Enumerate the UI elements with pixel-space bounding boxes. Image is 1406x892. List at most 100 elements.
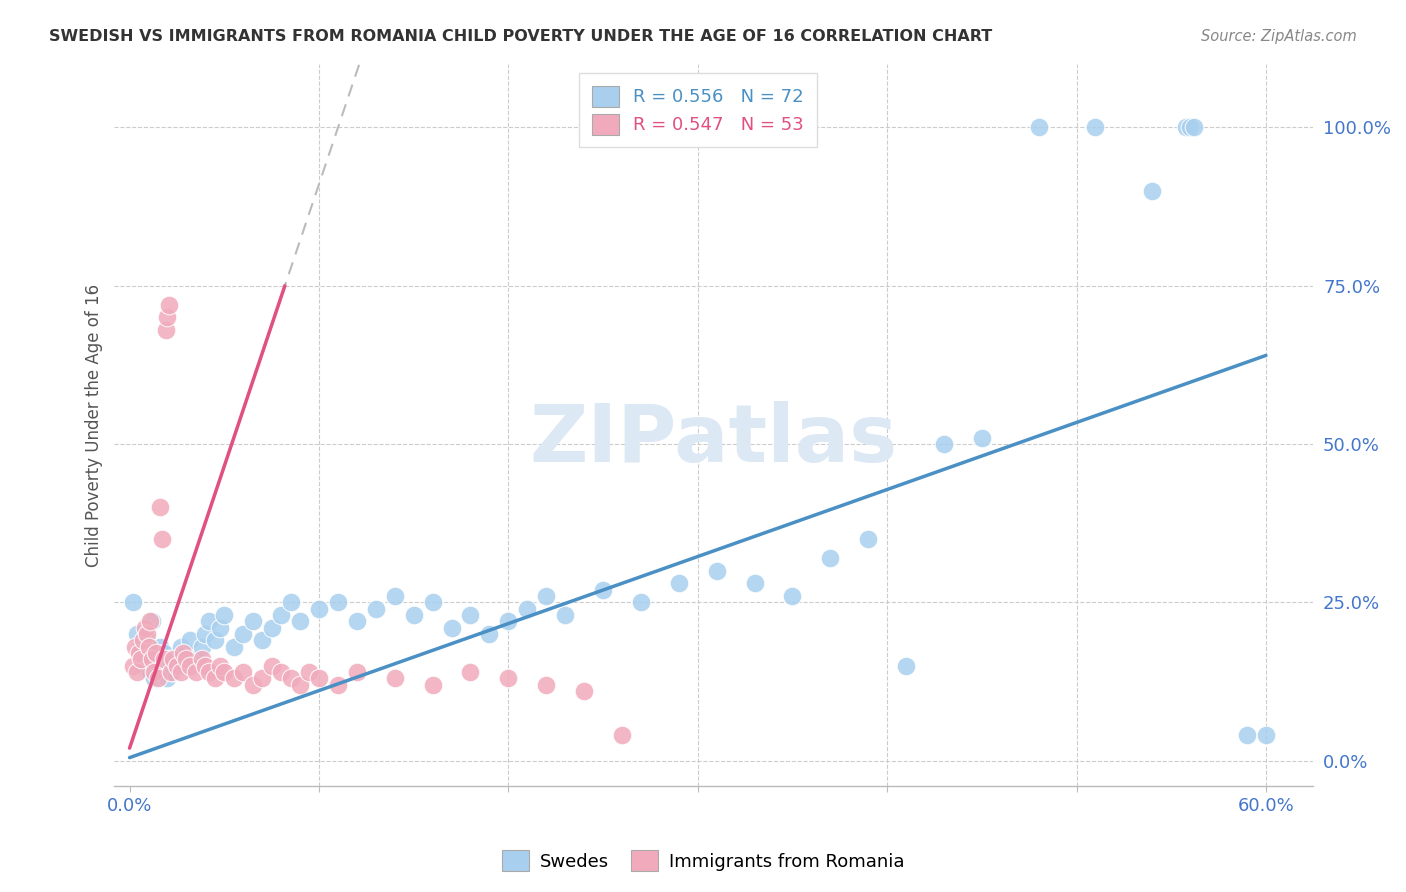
Point [422,678,444,692]
Point [242,615,264,629]
Point [706,564,728,578]
Point [232,665,254,680]
Point [127,665,149,680]
Point [138,640,160,654]
Point [1236,729,1258,743]
Point [498,615,520,629]
Point [152,646,174,660]
Point [149,500,172,515]
Point [194,627,217,641]
Point [150,665,173,680]
Point [190,640,212,654]
Point [122,595,145,609]
Point [129,652,152,666]
Point [534,678,557,692]
Point [209,658,232,673]
Point [146,672,169,686]
Point [1254,729,1277,743]
Point [280,672,302,686]
Point [260,621,283,635]
Point [932,437,955,451]
Point [179,658,201,673]
Point [194,658,217,673]
Point [145,646,167,660]
Point [135,633,157,648]
Point [170,640,193,654]
Point [668,576,690,591]
Point [288,678,311,692]
Point [122,658,145,673]
Point [308,672,330,686]
Text: Source: ZipAtlas.com: Source: ZipAtlas.com [1201,29,1357,44]
Text: ZIPatlas: ZIPatlas [530,401,898,478]
Point [179,633,201,648]
Point [270,608,292,623]
Point [190,652,212,666]
Point [204,633,226,648]
Text: SWEDISH VS IMMIGRANTS FROM ROMANIA CHILD POVERTY UNDER THE AGE OF 16 CORRELATION: SWEDISH VS IMMIGRANTS FROM ROMANIA CHILD… [49,29,993,44]
Point [152,652,174,666]
Y-axis label: Child Poverty Under the Age of 16: Child Poverty Under the Age of 16 [86,284,103,566]
Point [155,323,177,337]
Point [172,646,194,660]
Point [156,672,179,686]
Point [129,640,152,654]
Point [894,658,917,673]
Point [364,601,387,615]
Point [534,589,557,603]
Point [149,640,172,654]
Point [630,595,652,609]
Point [610,729,633,743]
Point [516,601,538,615]
Point [214,665,236,680]
Point [422,595,444,609]
Point [138,652,160,666]
Point [270,665,292,680]
Point [1084,120,1107,135]
Point [172,658,194,673]
Point [157,298,180,312]
Point [782,589,804,603]
Point [134,621,156,635]
Point [1028,120,1050,135]
Point [134,646,156,660]
Point [384,672,406,686]
Point [308,601,330,615]
Point [204,672,226,686]
Point [155,658,177,673]
Point [156,310,179,325]
Point [160,665,183,680]
Point [326,678,349,692]
Point [460,665,482,680]
Point [326,595,349,609]
Point [744,576,766,591]
Point [170,665,193,680]
Point [402,608,425,623]
Point [478,627,501,641]
Point [222,672,245,686]
Point [176,652,198,666]
Point [127,627,149,641]
Point [498,672,520,686]
Point [141,615,163,629]
Point [1178,120,1201,135]
Point [143,672,166,686]
Point [141,652,163,666]
Point [166,658,188,673]
Point [346,615,368,629]
Point [132,658,155,673]
Point [143,665,166,680]
Point [280,595,302,609]
Point [232,627,254,641]
Point [135,627,157,641]
Point [1142,184,1164,198]
Point [139,665,162,680]
Point [1175,120,1198,135]
Legend: Swedes, Immigrants from Romania: Swedes, Immigrants from Romania [495,843,911,879]
Point [214,608,236,623]
Point [166,652,188,666]
Point [288,615,311,629]
Point [572,684,595,698]
Point [592,582,614,597]
Point [160,658,183,673]
